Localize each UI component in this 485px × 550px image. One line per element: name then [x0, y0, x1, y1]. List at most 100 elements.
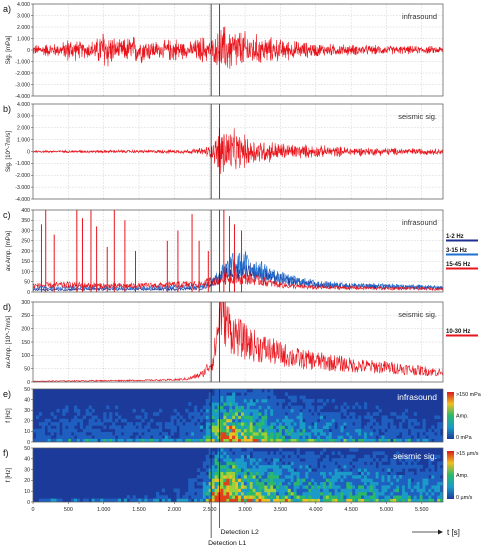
heatmap-cell [419, 481, 423, 486]
heatmap-cell [314, 475, 318, 479]
colorbar-max-label: >15 µm/s [456, 451, 479, 457]
heatmap-cell [390, 428, 394, 433]
heatmap-cell [273, 485, 277, 489]
heatmap-cell [199, 488, 204, 493]
heatmap-cell [349, 458, 353, 462]
heatmap-cell [325, 485, 330, 489]
heatmap-cell [115, 438, 119, 442]
heatmap-cell [343, 471, 347, 476]
heatmap-cell [349, 454, 353, 459]
heatmap-cell [85, 428, 89, 433]
y-tick-label: 150 [21, 340, 30, 346]
heatmap-cell [232, 432, 236, 436]
heatmap-cell [214, 491, 218, 496]
heatmap-cell [94, 438, 98, 442]
heatmap-cell [281, 435, 286, 439]
heatmap-cell [194, 428, 198, 433]
heatmap-cell [334, 428, 338, 433]
heatmap-cell [343, 432, 347, 436]
heatmap-cell [281, 415, 286, 420]
heatmap-cell [334, 468, 338, 472]
heatmap-cell [229, 422, 233, 426]
heatmap-cell [153, 428, 157, 433]
colorbar-mid-label: Amp. [456, 414, 469, 420]
heatmap-cell [50, 428, 54, 433]
heatmap-cell [62, 422, 66, 426]
heatmap-cell [299, 478, 303, 483]
heatmap-cell [434, 498, 438, 502]
heatmap-cell [407, 495, 412, 499]
heatmap-cell [381, 425, 385, 430]
heatmap-cell [308, 488, 312, 493]
heatmap-cell [205, 498, 210, 502]
heatmap-cell [261, 422, 265, 426]
heatmap-cell [240, 405, 245, 410]
heatmap-cell [314, 481, 318, 486]
heatmap-cell [340, 418, 344, 423]
heatmap-cell [322, 418, 327, 423]
heatmap-cell [217, 432, 221, 436]
heatmap-cell [270, 422, 274, 426]
heatmap-cell [422, 485, 426, 489]
heatmap-cell [88, 418, 92, 423]
heatmap-cell [211, 438, 215, 442]
heatmap-cell [340, 478, 344, 483]
heatmap-cell [296, 491, 300, 496]
heatmap-cell [182, 432, 186, 436]
heatmap-cell [431, 495, 435, 499]
heatmap-cell [211, 395, 215, 400]
heatmap-cell [264, 454, 268, 459]
heatmap-cell [270, 398, 274, 403]
heatmap-cell [349, 448, 353, 452]
heatmap-cell [402, 432, 406, 436]
heatmap-cell [238, 448, 242, 452]
heatmap-cell [258, 392, 262, 396]
heatmap-cell [267, 454, 271, 459]
heatmap-cell [337, 485, 341, 489]
heatmap-cell [211, 481, 215, 486]
heatmap-cell [112, 422, 116, 426]
heatmap-cell [226, 438, 230, 442]
heatmap-cell [191, 485, 195, 489]
heatmap-cell [311, 418, 315, 423]
heatmap-cell [296, 481, 300, 486]
heatmap-cell [38, 432, 43, 436]
heatmap-cell [381, 481, 385, 486]
legend-label: 3-15 Hz [446, 248, 467, 254]
heatmap-cell [217, 464, 221, 469]
heatmap-cell [369, 498, 374, 502]
heatmap-cell [311, 495, 315, 499]
heatmap-cell [91, 438, 95, 442]
heatmap-cell [199, 438, 204, 442]
heatmap-cell [290, 498, 294, 502]
heatmap-cell [416, 428, 420, 433]
heatmap-cell [123, 428, 128, 433]
heatmap-cell [416, 485, 420, 489]
heatmap-cell [112, 438, 116, 442]
heatmap-cell [270, 488, 274, 493]
heatmap-cell [407, 491, 412, 496]
heatmap-cell [211, 495, 215, 499]
heatmap-cell [287, 471, 292, 476]
heatmap-cell [94, 435, 98, 439]
heatmap-cell [191, 435, 195, 439]
heatmap-cell [270, 491, 274, 496]
heatmap-cell [246, 435, 251, 439]
heatmap-cell [205, 435, 210, 439]
heatmap-cell [378, 464, 382, 469]
heatmap-cell [372, 471, 376, 476]
heatmap-cell [202, 478, 207, 483]
y-axis-label: av.Amp. [mPa] [5, 231, 12, 271]
heatmap-cell [229, 408, 233, 413]
heatmap-cell [437, 468, 441, 472]
heatmap-cell [352, 405, 356, 410]
heatmap-cell [252, 422, 256, 426]
heatmap-cell [56, 428, 60, 433]
heatmap-cell [258, 398, 262, 403]
heatmap-cell [378, 478, 382, 483]
heatmap-cell [284, 461, 289, 466]
heatmap-cell [252, 432, 256, 436]
heatmap-cell [375, 488, 379, 493]
heatmap-cell [240, 418, 245, 423]
heatmap-cell [437, 461, 441, 466]
